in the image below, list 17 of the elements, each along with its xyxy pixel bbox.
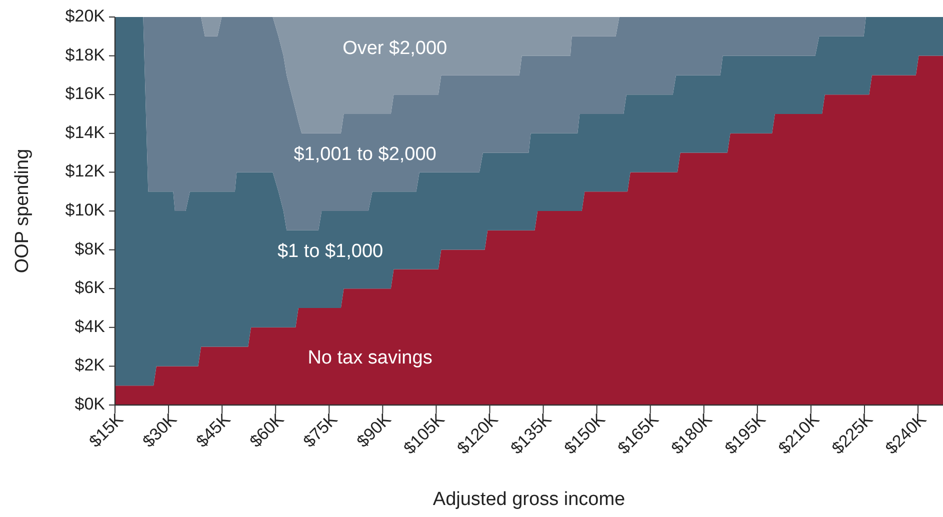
- y-axis-title: OOP spending: [12, 148, 33, 274]
- y-tick-label: $10K: [65, 200, 106, 220]
- y-tick-label: $8K: [74, 239, 106, 258]
- x-axis-title: Adjusted gross income: [432, 489, 626, 510]
- series-label: $1,001 to $2,000: [294, 144, 436, 165]
- y-tick-label: $2K: [74, 356, 106, 375]
- series-label: Over $2,000: [342, 38, 448, 60]
- y-tick-label: $18K: [65, 45, 106, 64]
- y-tick-label: $0K: [74, 394, 106, 414]
- series-label: $1 to $1,000: [277, 240, 384, 262]
- y-tick-label: $4K: [74, 316, 106, 336]
- series-label: No tax savings: [308, 347, 432, 368]
- y-tick-label: $16K: [65, 84, 106, 104]
- y-tick-label: $6K: [74, 278, 106, 298]
- y-tick-label: $12K: [65, 162, 106, 181]
- y-tick-label: $20K: [65, 6, 106, 26]
- y-tick-label: $14K: [65, 122, 106, 142]
